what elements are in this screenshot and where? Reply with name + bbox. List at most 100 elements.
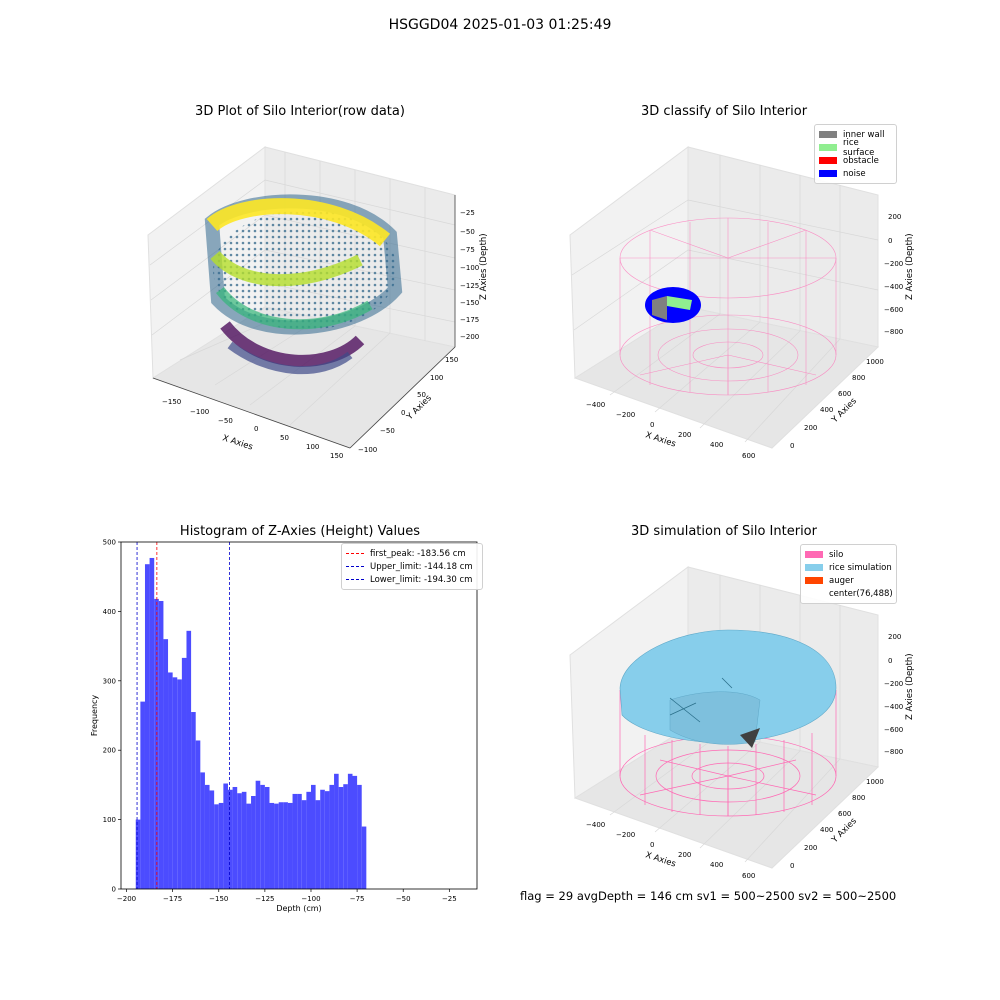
histogram-bar [227, 789, 233, 889]
p2-xlabel: X Axies [644, 430, 677, 449]
p1-xtick: −150 [162, 398, 181, 406]
histogram-bar [306, 791, 311, 889]
p4-ytick: 800 [852, 794, 865, 802]
legend-label: Upper_limit: -144.18 cm [370, 561, 473, 572]
histogram-bar [315, 800, 321, 889]
legend-label: auger [829, 575, 854, 586]
p2-ztick: −800 [884, 328, 903, 336]
p4-zlabel: Z Axies (Depth) [905, 653, 915, 720]
panel4-3d-plot: −400 −200 0 200 400 600 0 200 400 600 80… [569, 566, 915, 880]
p1-ztick: −100 [460, 264, 479, 272]
y-tick-label: 400 [103, 608, 116, 616]
histogram-bar [310, 784, 316, 889]
histogram-bar [237, 793, 242, 889]
swatch-auger [805, 577, 823, 584]
p1-ztick: −75 [460, 246, 475, 254]
p2-ytick: 1000 [866, 358, 884, 366]
histogram-bar [177, 679, 182, 889]
swatch-noise [819, 170, 837, 177]
p4-xtick: 400 [710, 861, 723, 869]
hist-xlabel: Depth (cm) [276, 904, 321, 913]
legend-label: Lower_limit: -194.30 cm [370, 574, 473, 585]
p4-ytick: 200 [804, 844, 817, 852]
p4-ytick: 400 [820, 826, 833, 834]
histogram-bar [334, 773, 339, 889]
histogram-bar [338, 786, 344, 889]
p1-ytick: 50 [417, 391, 426, 399]
histogram-bar [297, 793, 302, 889]
p1-ztick: −125 [460, 282, 479, 290]
y-tick-label: 200 [103, 747, 116, 755]
legend-item: rice surface [819, 138, 892, 158]
p2-xtick: −400 [586, 401, 605, 409]
histogram-bar [232, 786, 238, 889]
p4-xtick: −400 [586, 821, 605, 829]
p1-ytick: 100 [430, 374, 443, 382]
swatch-rice-surface [819, 144, 837, 151]
p1-xtick: 50 [280, 434, 289, 442]
histogram-bar [218, 802, 224, 889]
p4-ztick: 0 [888, 657, 892, 665]
x-tick-label: −175 [163, 895, 182, 903]
p2-ylabel: Y Axies [829, 396, 859, 426]
legend-item: Upper_limit: -144.18 cm [346, 560, 478, 573]
line-upper-limit [346, 566, 364, 567]
status-footer: flag = 29 avgDepth = 146 cm sv1 = 500~25… [520, 889, 897, 903]
histogram-bar [200, 772, 205, 889]
histogram-bar [195, 740, 201, 889]
histogram-bar [329, 784, 335, 889]
p4-xtick: 200 [678, 851, 691, 859]
histogram-legend: first_peak: -183.56 cm Upper_limit: -144… [341, 543, 483, 590]
histogram-bar [301, 800, 307, 889]
x-tick-label: −125 [255, 895, 274, 903]
y-tick-label: 500 [103, 539, 116, 547]
legend-label: first_peak: -183.56 cm [370, 548, 466, 559]
histogram-bar [209, 790, 215, 889]
histogram-bar [264, 786, 270, 889]
histogram-bar [168, 672, 173, 889]
histogram-bar [251, 796, 256, 889]
p1-xtick: 0 [254, 425, 258, 433]
panel2-legend: inner wall rice surface obstacle noise [814, 124, 897, 184]
swatch-rice-simulation [805, 564, 823, 571]
legend-item: noise [819, 167, 892, 180]
histogram-bar [191, 712, 196, 889]
p1-zlabel: Z Axies (Depth) [479, 233, 489, 300]
x-tick-label: −75 [350, 895, 365, 903]
p1-ytick: 150 [445, 356, 458, 364]
swatch-inner-wall [819, 131, 837, 138]
histogram-bar [163, 639, 169, 889]
panel4-legend: silo rice simulation auger center(76,488… [800, 544, 897, 604]
swatch-silo [805, 551, 823, 558]
p2-xtick: 600 [742, 452, 755, 460]
legend-item: Lower_limit: -194.30 cm [346, 573, 478, 586]
p1-xlabel: X Axies [221, 433, 254, 452]
y-tick-label: 100 [103, 816, 116, 824]
histogram-bar [357, 784, 362, 889]
histogram-bar [255, 780, 261, 889]
legend-item: first_peak: -183.56 cm [346, 547, 478, 560]
histogram-bar [324, 791, 330, 889]
p2-zlabel: Z Axies (Depth) [905, 233, 915, 300]
legend-label: noise [843, 168, 866, 179]
legend-item: silo [805, 548, 892, 561]
p1-ytick: −100 [358, 446, 377, 454]
legend-label: obstacle [843, 155, 879, 166]
histogram-bar [292, 793, 298, 889]
y-tick-label: 0 [112, 886, 116, 894]
p1-xtick: −50 [218, 417, 233, 425]
x-tick-label: −200 [117, 895, 136, 903]
histogram-bar [352, 775, 358, 889]
histogram-bar [361, 826, 367, 889]
p2-ztick: −200 [884, 260, 903, 268]
p4-ylabel: Y Axies [829, 816, 859, 846]
p2-ytick: 400 [820, 406, 833, 414]
p2-xtick: 200 [678, 431, 691, 439]
histogram-bar [343, 784, 348, 889]
x-tick-label: −100 [301, 895, 320, 903]
histogram-bar [320, 789, 325, 889]
legend-item: auger [805, 574, 892, 587]
p4-ztick: −800 [884, 748, 903, 756]
p1-ztick: −200 [460, 333, 479, 341]
legend-item: obstacle [819, 154, 892, 167]
